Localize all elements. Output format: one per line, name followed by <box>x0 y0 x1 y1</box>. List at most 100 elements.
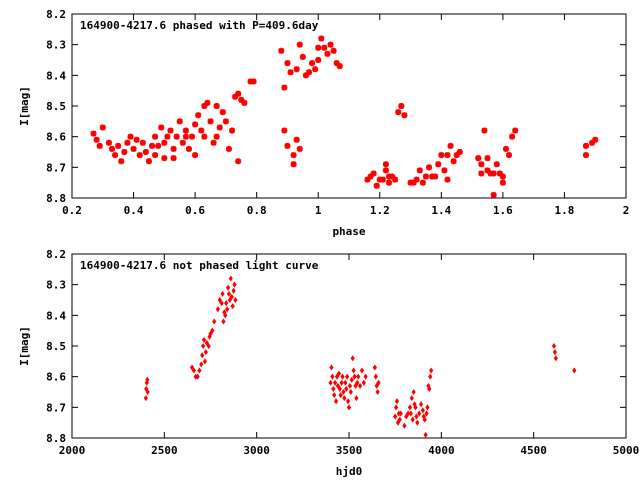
data-point <box>376 379 381 386</box>
data-point <box>133 136 140 143</box>
data-point <box>432 173 439 180</box>
data-point <box>143 395 148 402</box>
y-tick-label: 8.5 <box>46 340 66 353</box>
data-point <box>370 170 377 177</box>
data-point <box>379 176 386 183</box>
data-point <box>330 373 335 380</box>
chart-title: 164900-4217.6 phased with P=409.6day <box>80 19 319 32</box>
data-point <box>447 142 454 149</box>
data-point <box>99 124 106 131</box>
data-point <box>302 72 309 79</box>
data-point <box>359 367 365 374</box>
data-point <box>127 133 134 140</box>
data-point <box>222 118 229 125</box>
data-point <box>139 139 146 146</box>
data-point <box>112 152 119 159</box>
y-axis-label: I[mag] <box>18 326 31 366</box>
data-point <box>456 149 463 155</box>
data-point <box>281 84 288 91</box>
data-point <box>170 145 177 152</box>
data-point <box>441 167 448 174</box>
x-tick-label: 3500 <box>336 444 363 457</box>
data-point <box>333 398 339 405</box>
data-point <box>223 312 228 319</box>
data-point <box>189 133 196 140</box>
data-point <box>404 413 409 420</box>
data-point <box>229 293 234 300</box>
data-point <box>450 158 457 165</box>
data-point <box>287 69 294 76</box>
data-point <box>115 142 122 149</box>
data-point <box>202 358 208 365</box>
data-point <box>321 44 328 51</box>
data-point <box>241 99 248 106</box>
data-point <box>553 355 558 362</box>
data-point <box>201 336 207 343</box>
data-point <box>238 96 245 103</box>
data-point <box>158 124 165 131</box>
data-point <box>96 142 103 149</box>
data-point <box>373 182 380 189</box>
data-point <box>221 318 226 325</box>
data-point <box>290 152 297 159</box>
data-point <box>417 410 422 417</box>
data-point <box>512 127 519 134</box>
data-point <box>182 127 189 134</box>
data-point <box>345 398 351 405</box>
data-point <box>230 303 235 310</box>
data-point <box>199 361 204 368</box>
data-point <box>393 413 398 420</box>
data-point <box>338 392 343 399</box>
data-point <box>198 127 205 134</box>
data-point <box>164 133 171 140</box>
data-point <box>161 155 168 162</box>
data-point <box>315 44 322 51</box>
data-point <box>334 373 340 380</box>
data-point <box>152 133 159 140</box>
data-point <box>327 41 334 48</box>
data-point <box>453 152 460 159</box>
data-point <box>333 379 338 386</box>
data-point <box>337 385 342 392</box>
data-point <box>551 342 557 350</box>
x-tick-label: 0.6 <box>185 204 205 217</box>
data-point <box>349 376 354 383</box>
data-point <box>345 373 350 380</box>
x-tick-label: 0.4 <box>124 204 144 217</box>
x-tick-label: 4500 <box>520 444 547 457</box>
y-tick-label: 8.8 <box>46 432 66 445</box>
data-point <box>145 388 150 396</box>
data-point <box>225 306 230 313</box>
data-point <box>332 392 337 399</box>
data-point <box>219 300 224 307</box>
data-point <box>405 410 411 417</box>
data-point <box>424 410 429 417</box>
data-point <box>328 379 333 386</box>
y-tick-label: 8.4 <box>46 69 66 82</box>
x-tick-label: 1.2 <box>370 204 390 217</box>
data-point <box>293 136 300 143</box>
data-point <box>204 99 211 106</box>
data-point <box>363 373 368 380</box>
data-point <box>413 176 420 183</box>
data-point <box>572 367 577 374</box>
y-tick-label: 8.3 <box>46 279 66 292</box>
data-point <box>395 419 401 426</box>
data-point <box>376 176 383 183</box>
data-point <box>353 382 358 389</box>
data-point <box>582 142 589 149</box>
data-point <box>484 167 491 174</box>
data-point <box>213 103 220 109</box>
data-point <box>499 173 506 180</box>
y-tick-label: 8.2 <box>46 8 66 21</box>
data-point <box>415 419 420 426</box>
data-point <box>336 370 341 377</box>
data-point <box>305 69 312 76</box>
data-point <box>372 364 377 371</box>
data-point <box>247 78 254 85</box>
data-point <box>392 176 399 183</box>
data-point <box>201 133 208 140</box>
data-point <box>438 152 445 159</box>
data-point <box>374 382 379 389</box>
data-point <box>355 379 360 386</box>
